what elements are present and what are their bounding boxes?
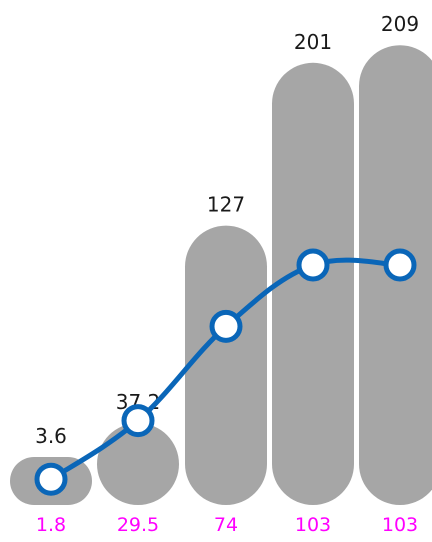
bar bbox=[97, 423, 179, 505]
bar-value-label: 127 bbox=[207, 193, 245, 217]
line-value-label: 103 bbox=[382, 514, 418, 536]
bar-value-label: 209 bbox=[381, 12, 419, 36]
line-value-label: 103 bbox=[295, 514, 331, 536]
line-marker bbox=[121, 404, 155, 438]
line-marker bbox=[296, 248, 330, 282]
line-marker bbox=[383, 248, 417, 282]
bar-value-label: 3.6 bbox=[35, 424, 67, 448]
bar bbox=[185, 225, 267, 505]
bar bbox=[272, 62, 354, 506]
line-value-label: 29.5 bbox=[117, 514, 159, 536]
line-value-labels: 1.8 29.5 74 103 103 bbox=[36, 514, 418, 536]
bar-series bbox=[10, 45, 432, 506]
line-markers bbox=[34, 248, 417, 496]
bar-value-label: 201 bbox=[294, 30, 332, 54]
line-marker bbox=[209, 309, 243, 343]
line-value-label: 1.8 bbox=[36, 514, 66, 536]
line-marker bbox=[34, 462, 68, 496]
line-value-label: 74 bbox=[214, 514, 238, 536]
